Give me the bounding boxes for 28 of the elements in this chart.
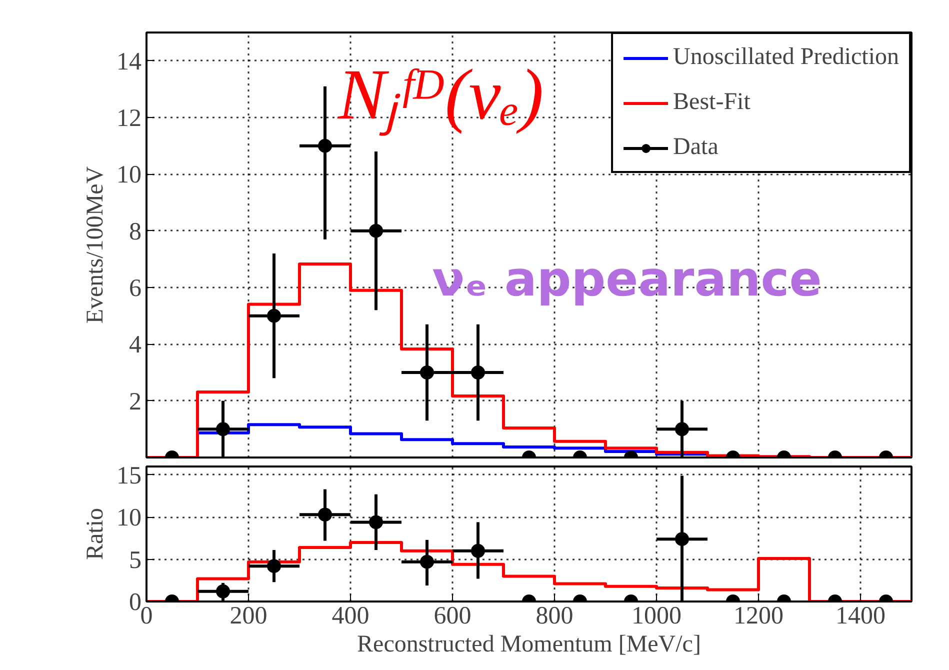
y-tick-label: 10 <box>116 162 142 189</box>
y-axis-title: Events/100MeV <box>82 166 108 324</box>
annotation: νₑ appearance <box>432 251 822 308</box>
y-tick-label: 6 <box>129 275 142 302</box>
y-axis-title: Ratio <box>82 508 108 560</box>
x-axis-title: Reconstructed Momentum [MeV/c] <box>357 632 701 658</box>
x-tick-label: 200 <box>230 602 268 630</box>
y-tick-label: 5 <box>129 546 142 574</box>
legend-label: Best-Fit <box>673 89 750 116</box>
y-tick-label: 10 <box>116 504 142 532</box>
annotation: Nⱼᶠᴰ(νₑ) <box>336 54 544 136</box>
y-tick-label: 8 <box>129 218 142 246</box>
y-tick-label: 12 <box>116 105 142 132</box>
x-tick-label: 1200 <box>734 602 784 630</box>
x-tick-label: 1400 <box>836 602 886 630</box>
legend-label: Unoscillated Prediction <box>673 44 899 71</box>
point <box>369 224 383 238</box>
y-tick-label: 2 <box>129 388 142 416</box>
y-tick-label: 14 <box>116 48 142 76</box>
x-tick-label: 800 <box>536 602 574 630</box>
x-tick-label: 1000 <box>632 602 682 630</box>
y-tick-label: 4 <box>129 332 142 359</box>
y-tick-label: 15 <box>116 462 142 490</box>
x-tick-label: 400 <box>332 602 370 630</box>
legend-label: Data <box>673 134 718 161</box>
point <box>267 308 281 323</box>
x-tick-label: 600 <box>434 602 472 630</box>
point <box>318 138 332 153</box>
